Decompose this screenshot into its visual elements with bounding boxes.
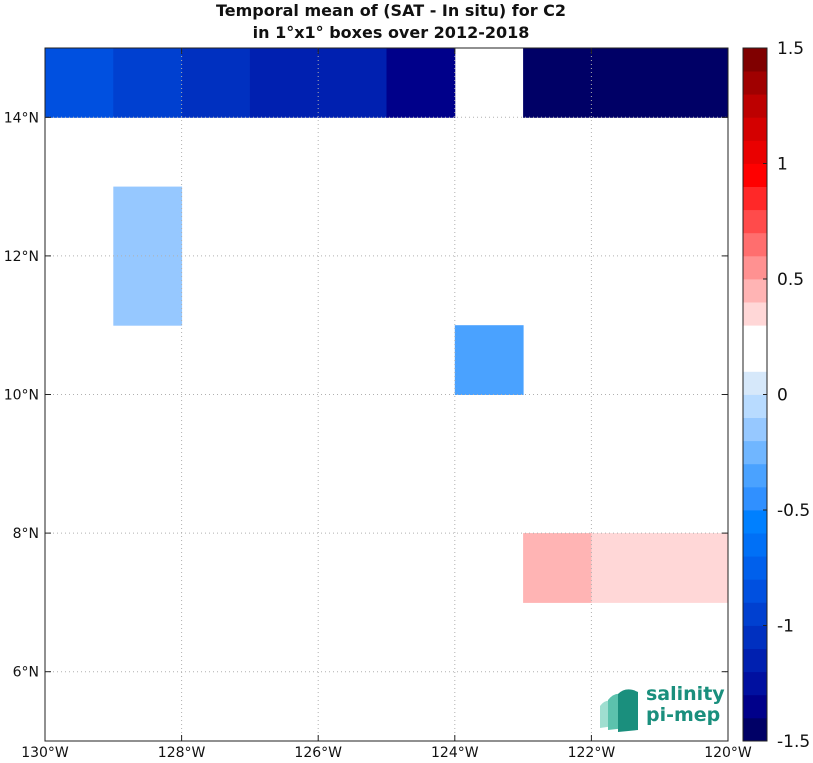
colorbar-segment-18 (743, 302, 767, 326)
heatmap-cell-19 (318, 671, 387, 742)
colorbar-segment-0 (743, 717, 767, 742)
colorbar-label-3: 0 (777, 386, 788, 406)
colorbar-segment-26 (743, 117, 767, 141)
heatmap-cell-13 (386, 325, 456, 395)
y-tick-label-0: 6°N (13, 665, 39, 681)
heatmap-cell-8 (659, 48, 729, 118)
colorbar-segment-16 (743, 348, 767, 372)
logo-text-line-2: pi-mep (646, 704, 721, 726)
colorbar-label-4: -0.5 (777, 501, 810, 521)
colorbar-segment-24 (743, 163, 767, 187)
colorbar-segment-10 (743, 486, 767, 511)
colorbar-segment-8 (743, 533, 767, 557)
chart-title-line-1: Temporal mean of (SAT - In situ) for C2 (216, 1, 566, 20)
colorbar-segment-14 (743, 394, 767, 418)
heatmap-cell-3 (249, 48, 319, 118)
colorbar-segment-22 (743, 209, 767, 234)
colorbar-segment-28 (743, 71, 767, 95)
colorbar-segment-27 (743, 94, 767, 118)
logo-text: salinity pi-mep (646, 684, 725, 726)
salinity-pi-mep-logo: salinity pi-mep (594, 684, 728, 734)
colorbar-segment-13 (743, 417, 767, 442)
x-tick-label-4: 122°W (568, 745, 616, 761)
x-tick-label-2: 126°W (294, 745, 342, 761)
colorbar-segment-29 (743, 48, 767, 72)
colorbar-segment-21 (743, 232, 767, 257)
x-tick-label-3: 124°W (431, 745, 479, 761)
colorbar-segment-23 (743, 186, 767, 211)
heatmap-cell-16 (523, 533, 592, 603)
colorbar-segment-4 (743, 625, 767, 649)
heatmap-cell-1 (113, 48, 183, 118)
heatmap-cell-0 (45, 48, 114, 118)
colorbar-segment-3 (743, 648, 767, 673)
colorbar-label-6: -1.5 (777, 732, 810, 752)
x-tick-label-5: 120°W (704, 745, 752, 761)
heatmap-cell-12 (318, 325, 387, 395)
colorbar-segment-12 (743, 440, 767, 465)
colorbar-segment-6 (743, 579, 767, 603)
y-tick-label-1: 8°N (13, 526, 39, 542)
colorbar-label-1: 1 (777, 155, 788, 175)
heatmap-cell-17 (591, 533, 661, 603)
colorbar-labels: 1.5 1 0.5 0 -0.5 -1 -1.5 (763, 39, 810, 752)
logo-text-line-1: salinity (646, 683, 725, 705)
heatmap-cell-4 (318, 48, 387, 118)
colorbar-segment-19 (743, 279, 767, 303)
x-tick-label-0: 130°W (21, 745, 69, 761)
colorbar-segment-11 (743, 463, 767, 488)
colorbar-segment-7 (743, 556, 767, 580)
colorbar-label-5: -1 (777, 617, 794, 637)
y-tick-label-3: 12°N (4, 249, 39, 265)
x-axis-ticks: 130°W 128°W 126°W 124°W 122°W 120°W (21, 48, 752, 761)
heatmap-cell-7 (591, 48, 661, 118)
wave-icon (600, 689, 638, 732)
heatmap-cell-10 (113, 255, 183, 326)
colorbar (742, 47, 768, 742)
heatmap-cell-20 (386, 671, 456, 742)
heatmap-cells (45, 48, 729, 742)
chart-title-line-2: in 1°x1° boxes over 2012-2018 (253, 23, 530, 42)
x-tick-label-1: 128°W (158, 745, 206, 761)
colorbar-label-2: 0.5 (777, 270, 804, 290)
colorbar-segment-25 (743, 140, 767, 164)
heatmap-cell-14 (454, 325, 524, 395)
colorbar-segment-5 (743, 602, 767, 626)
y-tick-label-2: 10°N (4, 388, 39, 404)
heatmap-cell-6 (523, 48, 592, 118)
colorbar-segment-20 (743, 255, 767, 280)
heatmap-cell-18 (659, 533, 729, 603)
y-axis-ticks: 6°N 8°N 10°N 12°N 14°N (4, 110, 728, 681)
colorbar-segment-17 (743, 325, 767, 349)
heatmap-cell-11 (318, 255, 387, 326)
heatmap-cell-2 (181, 48, 251, 118)
y-tick-label-4: 14°N (4, 110, 39, 126)
colorbar-label-0: 1.5 (777, 39, 804, 59)
colorbar-segment-9 (743, 510, 767, 534)
heatmap-cell-9 (113, 186, 183, 257)
colorbar-segment-1 (743, 694, 767, 719)
colorbar-segment-2 (743, 671, 767, 696)
heatmap-cell-5 (386, 48, 456, 118)
heatmap-cell-15 (386, 533, 456, 603)
colorbar-segment-15 (743, 371, 767, 395)
